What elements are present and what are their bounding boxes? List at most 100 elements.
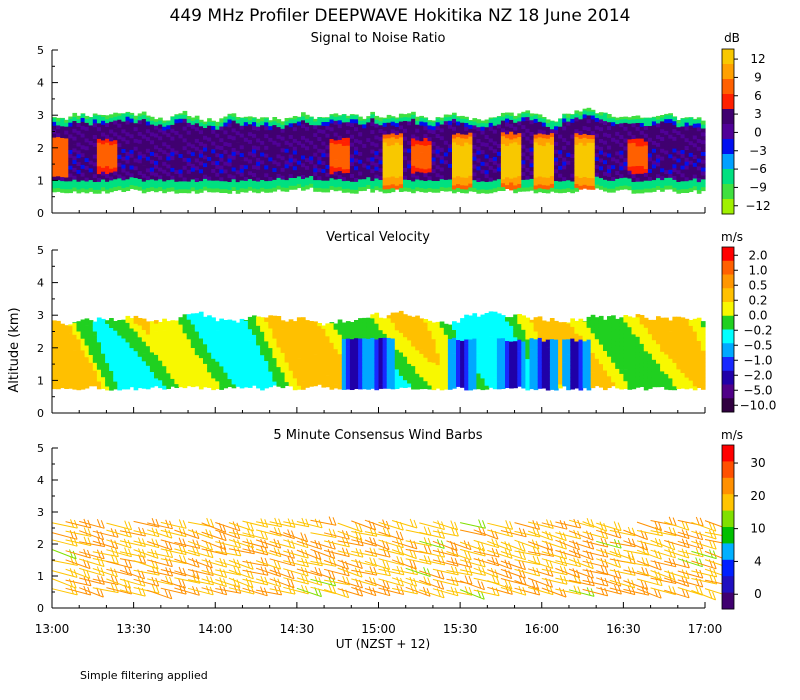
snr-cell <box>476 150 482 155</box>
velocity-cell <box>137 360 143 365</box>
snr-cell <box>492 187 498 193</box>
snr-cell <box>133 146 139 151</box>
snr-cell <box>647 184 653 189</box>
velocity-cell <box>72 350 78 355</box>
velocity-cell <box>186 350 192 355</box>
velocity-cell <box>390 357 396 362</box>
snr-cell <box>113 135 118 141</box>
velocity-cell <box>125 365 131 370</box>
snr-cell <box>582 153 588 158</box>
snr-cell <box>84 181 90 186</box>
velocity-cell <box>345 322 351 327</box>
snr-cell <box>688 133 694 138</box>
velocity-cell <box>92 335 98 340</box>
velocity-cell <box>382 329 388 334</box>
snr-cell <box>178 141 184 147</box>
snr-cell <box>247 159 253 164</box>
snr-cell <box>623 185 629 190</box>
velocity-cell <box>194 313 200 316</box>
velocity-cell <box>215 337 220 343</box>
snr-cell <box>182 165 188 170</box>
snr-cell <box>276 181 282 186</box>
velocity-cell <box>345 346 351 351</box>
velocity-cell <box>341 354 347 359</box>
velocity-cell <box>313 323 318 328</box>
snr-cell <box>223 145 229 151</box>
snr-cell <box>562 137 567 143</box>
velocity-cell <box>170 366 176 372</box>
velocity-cell <box>358 338 363 343</box>
snr-cell <box>660 148 665 153</box>
snr-cell <box>321 121 327 126</box>
snr-cell <box>109 187 114 193</box>
snr-cell <box>456 168 461 173</box>
velocity-cell <box>398 312 404 318</box>
snr-cell <box>337 159 343 164</box>
snr-cell <box>76 126 82 131</box>
velocity-cell <box>382 384 388 389</box>
snr-cell <box>598 162 604 167</box>
snr-cell <box>468 124 473 129</box>
snr-cell <box>354 134 359 139</box>
snr-cell <box>468 140 473 145</box>
velocity-cell <box>125 349 131 355</box>
snr-cell <box>76 165 82 171</box>
velocity-cell <box>268 315 273 317</box>
snr-cell <box>492 125 498 130</box>
snr-cell <box>117 131 122 136</box>
velocity-cell <box>182 368 188 373</box>
snr-cell <box>264 117 269 119</box>
velocity-cell <box>419 318 424 323</box>
snr-cell <box>182 110 188 115</box>
velocity-cell <box>358 318 363 323</box>
velocity-cell <box>374 335 380 340</box>
velocity-cell <box>252 338 257 343</box>
snr-cell <box>558 149 563 155</box>
snr-cell <box>362 186 367 191</box>
snr-cell <box>366 153 371 158</box>
velocity-cell <box>358 353 363 359</box>
snr-cell <box>158 120 163 125</box>
snr-cell <box>431 172 437 178</box>
snr-cell <box>247 182 253 187</box>
snr-cell <box>586 150 592 155</box>
snr-cell <box>427 183 433 189</box>
velocity-cell <box>92 382 98 387</box>
snr-cell <box>639 126 645 131</box>
snr-cell <box>651 171 657 177</box>
velocity-cell <box>349 342 355 348</box>
snr-cell <box>635 161 641 167</box>
snr-cell <box>166 140 171 145</box>
snr-cell <box>333 128 339 133</box>
snr-cell <box>219 165 224 170</box>
velocity-cell <box>227 327 233 333</box>
snr-cell <box>301 178 306 183</box>
velocity-cell <box>141 372 147 377</box>
velocity-cell <box>211 323 216 328</box>
snr-cell <box>154 148 159 154</box>
snr-cell <box>182 169 188 174</box>
snr-cell <box>260 175 265 181</box>
snr-cell <box>696 150 702 155</box>
snr-cell <box>223 184 229 190</box>
velocity-cell <box>247 360 253 365</box>
snr-cell <box>178 134 184 139</box>
snr-cell <box>105 115 110 120</box>
velocity-cell <box>431 377 437 383</box>
snr-cell <box>182 181 188 186</box>
velocity-cell <box>235 366 241 372</box>
snr-cell <box>105 177 110 182</box>
velocity-cell <box>345 385 351 390</box>
snr-cell <box>341 137 347 142</box>
snr-cell <box>386 122 392 127</box>
snr-cell <box>260 152 265 157</box>
snr-cell <box>500 143 506 149</box>
snr-cell <box>415 132 420 137</box>
velocity-cell <box>407 347 412 353</box>
snr-cell <box>268 180 273 185</box>
velocity-cell <box>317 376 322 381</box>
velocity-cell <box>198 365 204 370</box>
velocity-cell <box>386 368 392 374</box>
snr-cell <box>256 185 261 190</box>
velocity-cell <box>345 342 351 347</box>
